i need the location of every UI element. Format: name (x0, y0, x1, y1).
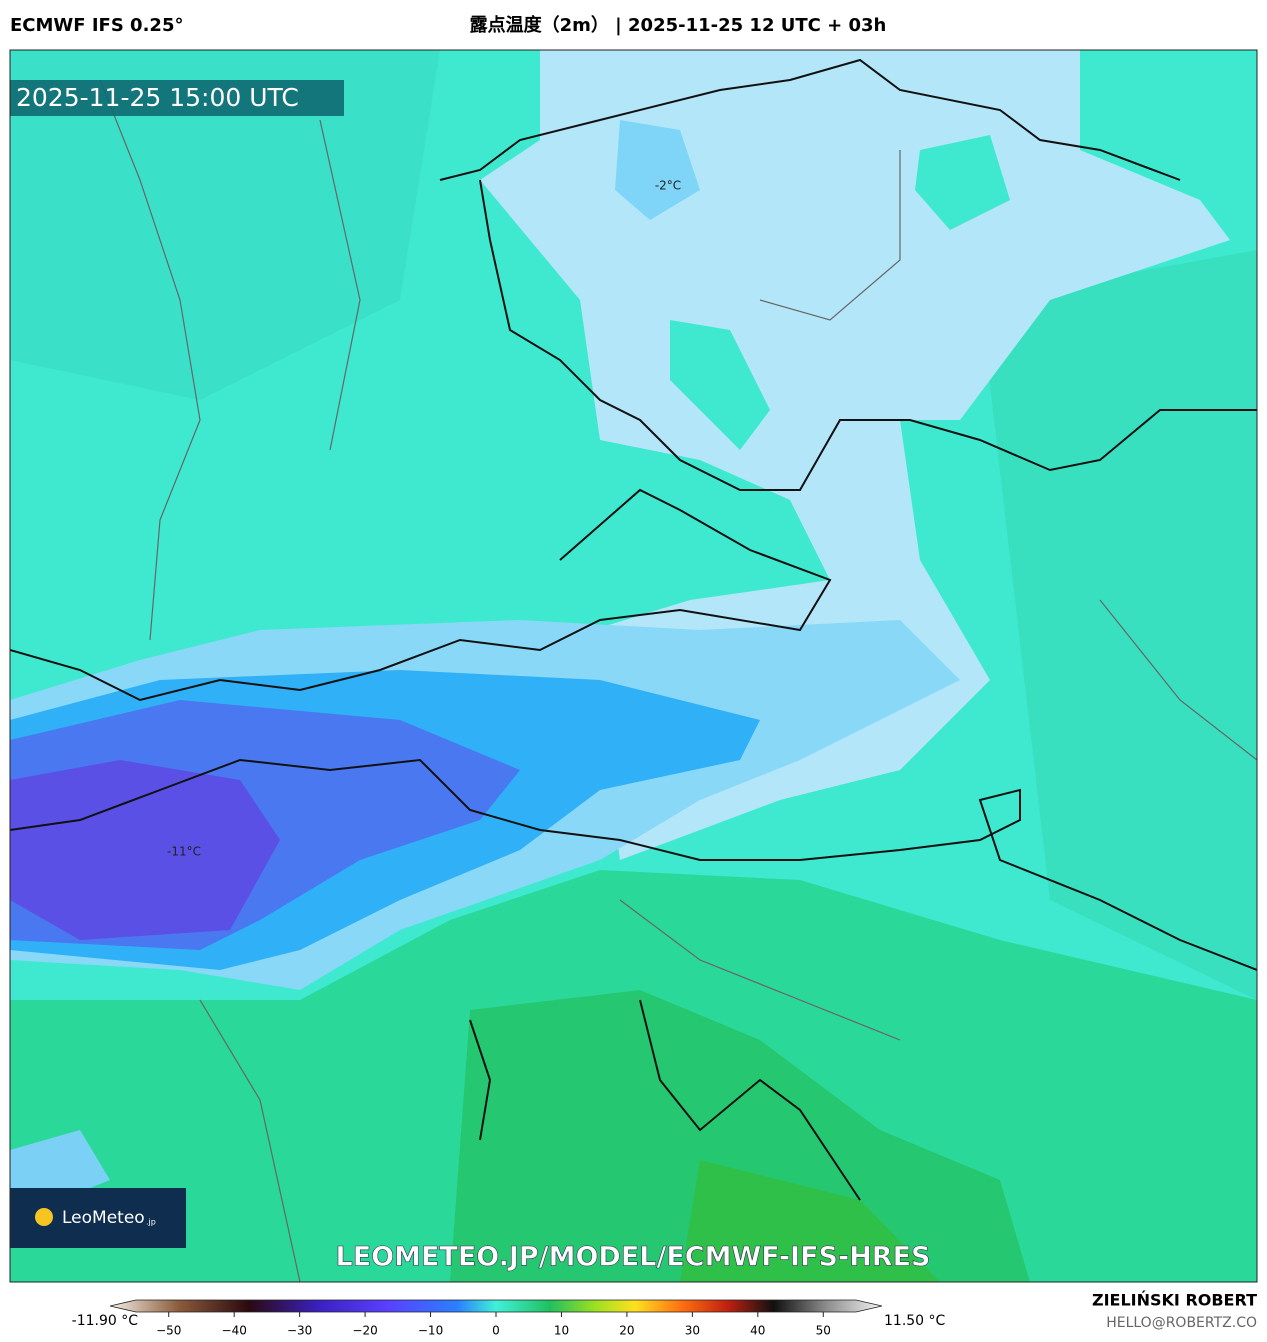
colorbar-tick-label: −20 (352, 1324, 377, 1338)
colorbar-tick-label: 50 (816, 1324, 831, 1338)
logo-sun (35, 1208, 53, 1226)
colorbar-tick-label: 20 (619, 1324, 634, 1338)
colorbar-tick-label: 30 (685, 1324, 700, 1338)
colorbar-tick-label: −40 (222, 1324, 247, 1338)
colorbar-tick-label: 40 (750, 1324, 765, 1338)
timestamp-box (10, 80, 344, 116)
author: ZIELIŃSKI ROBERT (1092, 1291, 1257, 1310)
colorbar-tick-label: −10 (418, 1324, 443, 1338)
map: 2025-11-25 15:00 UTC -2°C -11°C LeoMeteo… (10, 50, 1257, 1282)
model-name: ECMWF IFS 0.25° (10, 15, 183, 36)
watermark: LEOMETEO.JP/MODEL/ECMWF-IFS-HRES (336, 1242, 931, 1273)
map-frame (9, 49, 1258, 1283)
logo-text: LeoMeteo (62, 1208, 145, 1228)
email: HELLO@ROBERTZ.CO (1106, 1315, 1257, 1331)
timestamp: 2025-11-25 15:00 UTC (16, 83, 299, 112)
contour-label: -2°C (655, 179, 681, 193)
logo-suffix: .jp (146, 1218, 156, 1227)
colorbar-tick-label: −30 (287, 1324, 312, 1338)
colorbar-min: -11.90 °C (72, 1313, 139, 1329)
colorbar-tick-label: −50 (156, 1324, 181, 1338)
colorbar-tick-label: 0 (492, 1324, 500, 1338)
map-title: 露点温度（2m） | 2025-11-25 12 UTC + 03h (470, 14, 887, 36)
colorbar-tick-label: 10 (554, 1324, 569, 1338)
contour-label: -11°C (167, 845, 201, 859)
colorbar (109, 1299, 883, 1313)
colorbar-max: 11.50 °C (884, 1313, 946, 1329)
